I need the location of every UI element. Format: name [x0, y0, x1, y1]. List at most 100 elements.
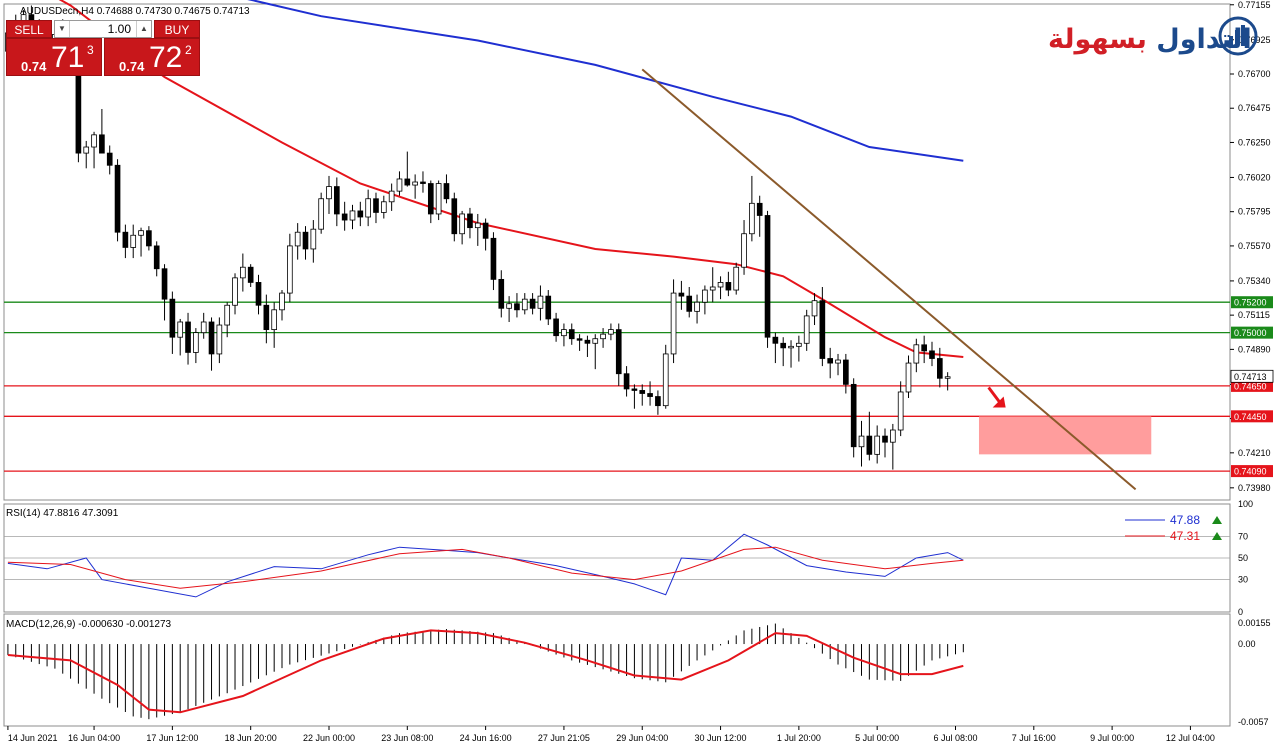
- candle[interactable]: [279, 290, 285, 321]
- candle[interactable]: [302, 226, 309, 260]
- candle[interactable]: [858, 420, 865, 467]
- macd-panel[interactable]: 0.00155 0.00 -0.0057: [3, 613, 1271, 727]
- candle[interactable]: [897, 381, 904, 437]
- candle[interactable]: [506, 296, 512, 322]
- candle[interactable]: [662, 344, 669, 409]
- candle[interactable]: [521, 293, 528, 315]
- candle[interactable]: [741, 220, 747, 275]
- candle[interactable]: [333, 177, 340, 227]
- sell-button[interactable]: SELL: [6, 20, 52, 38]
- candle[interactable]: [240, 253, 246, 292]
- candle[interactable]: [435, 180, 442, 221]
- candle[interactable]: [600, 328, 606, 348]
- candle[interactable]: [146, 226, 152, 251]
- candle[interactable]: [803, 309, 810, 351]
- candle[interactable]: [161, 264, 168, 321]
- candle[interactable]: [592, 334, 599, 370]
- candle[interactable]: [91, 131, 97, 169]
- candle[interactable]: [138, 227, 144, 257]
- candle[interactable]: [843, 353, 849, 394]
- candle[interactable]: [717, 276, 724, 300]
- candle[interactable]: [326, 175, 332, 214]
- candle[interactable]: [529, 293, 536, 315]
- candle[interactable]: [615, 323, 622, 386]
- candle[interactable]: [216, 317, 223, 364]
- buy-button[interactable]: BUY: [154, 20, 200, 38]
- rsi-panel[interactable]: 100 70 50 30 0 47.88 47.31: [3, 499, 1253, 617]
- candle[interactable]: [819, 286, 826, 367]
- candle[interactable]: [733, 262, 740, 295]
- candle[interactable]: [341, 201, 348, 231]
- candle[interactable]: [764, 210, 771, 348]
- candle[interactable]: [153, 241, 160, 277]
- candle[interactable]: [373, 192, 379, 224]
- candle[interactable]: [921, 335, 927, 364]
- candle[interactable]: [702, 285, 708, 315]
- candle[interactable]: [772, 332, 779, 364]
- candle[interactable]: [545, 290, 552, 326]
- candle[interactable]: [490, 232, 497, 291]
- candle[interactable]: [380, 195, 387, 219]
- candle[interactable]: [827, 347, 834, 379]
- candle[interactable]: [106, 145, 113, 175]
- candle[interactable]: [287, 233, 293, 303]
- candle[interactable]: [835, 353, 841, 376]
- candle[interactable]: [169, 291, 176, 354]
- candle[interactable]: [905, 355, 912, 399]
- candle[interactable]: [388, 183, 395, 211]
- decrease-lot-icon[interactable]: ▼: [55, 21, 70, 37]
- candle[interactable]: [811, 293, 818, 326]
- candle[interactable]: [608, 323, 614, 341]
- candle[interactable]: [114, 159, 121, 242]
- candle[interactable]: [756, 195, 763, 237]
- candle[interactable]: [404, 151, 411, 187]
- candle[interactable]: [396, 171, 403, 196]
- candle[interactable]: [122, 224, 129, 259]
- candle[interactable]: [584, 335, 591, 357]
- candle[interactable]: [890, 423, 896, 470]
- candle[interactable]: [193, 328, 199, 364]
- candle[interactable]: [443, 174, 450, 204]
- candle[interactable]: [850, 378, 857, 458]
- candle[interactable]: [749, 175, 755, 242]
- price-panel[interactable]: 0.771550.769250.767000.764750.762500.760…: [3, 0, 1274, 501]
- candle[interactable]: [310, 220, 317, 263]
- sell-quote[interactable]: 0.74 71 3: [6, 38, 102, 76]
- candle[interactable]: [459, 210, 465, 245]
- candle[interactable]: [482, 218, 489, 251]
- candle[interactable]: [263, 294, 270, 344]
- candle[interactable]: [318, 192, 324, 234]
- candle[interactable]: [796, 335, 802, 362]
- candle[interactable]: [185, 312, 191, 365]
- candle[interactable]: [874, 425, 881, 464]
- candle[interactable]: [686, 286, 693, 318]
- candle[interactable]: [412, 174, 418, 199]
- candle[interactable]: [177, 318, 184, 356]
- candle[interactable]: [200, 312, 207, 339]
- candle[interactable]: [467, 207, 473, 239]
- candle[interactable]: [725, 271, 732, 297]
- candle[interactable]: [576, 334, 583, 351]
- candle[interactable]: [208, 317, 215, 371]
- candle[interactable]: [623, 366, 630, 397]
- candle[interactable]: [349, 204, 356, 230]
- candle[interactable]: [866, 411, 873, 461]
- candle[interactable]: [639, 384, 646, 406]
- candle[interactable]: [709, 267, 716, 303]
- candle[interactable]: [357, 201, 364, 227]
- candle[interactable]: [882, 428, 888, 458]
- candle[interactable]: [365, 189, 371, 227]
- candle[interactable]: [294, 223, 301, 260]
- candle[interactable]: [788, 340, 794, 368]
- candle[interactable]: [944, 372, 951, 391]
- candle[interactable]: [232, 273, 238, 315]
- target-zone[interactable]: [978, 416, 1152, 455]
- candle[interactable]: [561, 323, 567, 347]
- candle[interactable]: [631, 384, 638, 409]
- candle[interactable]: [255, 274, 262, 315]
- candle[interactable]: [537, 285, 544, 321]
- candle[interactable]: [514, 293, 520, 318]
- candle[interactable]: [553, 312, 559, 342]
- candle[interactable]: [929, 341, 935, 367]
